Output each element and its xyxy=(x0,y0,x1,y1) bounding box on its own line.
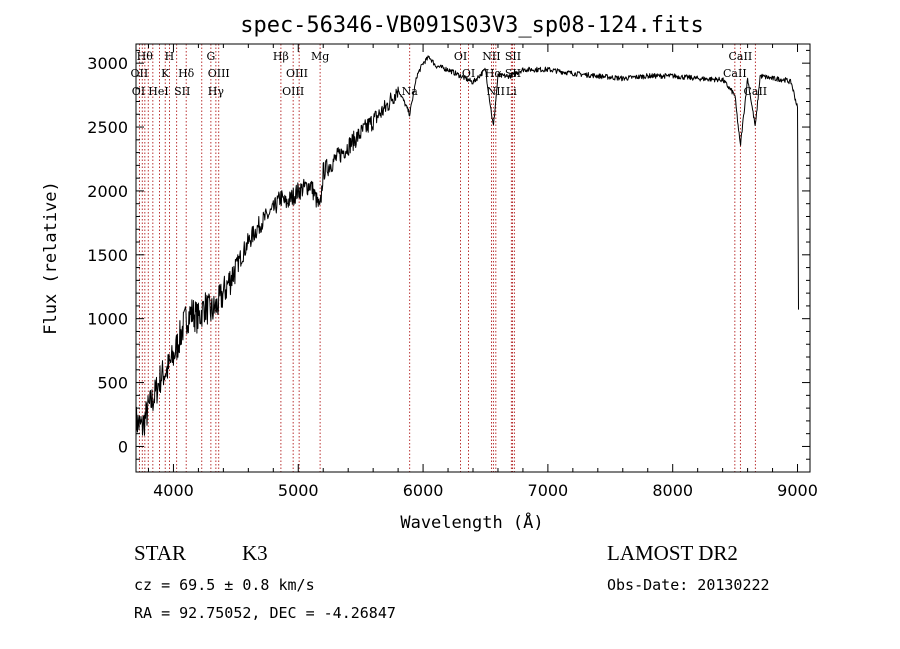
line-label-16: SII xyxy=(505,67,521,80)
x-tick-label-8000: 8000 xyxy=(652,481,693,500)
y-tick-label-2500: 2500 xyxy=(87,118,128,137)
line-label-11: Hδ xyxy=(178,67,195,80)
series-layer xyxy=(135,55,799,438)
coordinates: RA = 92.75052, DEC = -4.26847 xyxy=(134,604,396,622)
line-label-19: HeI xyxy=(148,85,168,98)
line-label-18: OI xyxy=(132,85,145,98)
x-axis-label: Wavelength (Å) xyxy=(400,511,543,533)
chart-title: spec-56346-VB091S03V3_sp08-124.fits xyxy=(240,13,704,38)
x-axis-ticks: 4000 5000 6000 7000 8000 9000 xyxy=(147,44,818,500)
survey-name: LAMOST DR2 xyxy=(607,541,738,565)
y-axis-label: Flux (relative) xyxy=(41,181,61,335)
line-label-24: NII xyxy=(487,85,505,98)
object-class: STAR xyxy=(134,541,186,565)
line-label-0: Hθ xyxy=(137,50,154,63)
x-tick-label-9000: 9000 xyxy=(777,481,818,500)
line-label-9: OII xyxy=(131,67,149,80)
line-label-23: Na xyxy=(402,85,419,98)
y-tick-label-500: 500 xyxy=(97,374,128,393)
line-label-20: SII xyxy=(174,85,190,98)
x-tick-label-6000: 6000 xyxy=(403,481,444,500)
x-tick-label-7000: 7000 xyxy=(528,481,569,500)
line-label-2: G xyxy=(206,50,215,63)
y-axis-ticks: 0 500 1000 1500 2000 2500 3000 xyxy=(87,49,810,460)
y-tick-label-1500: 1500 xyxy=(87,246,128,265)
line-label-15: Hα xyxy=(485,67,503,80)
redshift-value: cz = 69.5 ± 0.8 km/s xyxy=(134,576,315,594)
y-tick-label-3000: 3000 xyxy=(87,54,128,73)
line-label-4: Mg xyxy=(311,50,329,63)
line-label-6: NII xyxy=(482,50,500,63)
x-tick-label-5000: 5000 xyxy=(278,481,319,500)
y-tick-label-0: 0 xyxy=(118,437,128,456)
line-label-1: H xyxy=(165,50,175,63)
line-label-22: OIII xyxy=(282,85,304,98)
obs-date: Obs-Date: 20130222 xyxy=(607,576,770,594)
line-label-21: Hγ xyxy=(208,85,225,98)
line-markers xyxy=(138,44,756,472)
line-label-13: OIII xyxy=(286,67,308,80)
line-label-8: CaII xyxy=(729,50,753,63)
y-tick-label-2000: 2000 xyxy=(87,182,128,201)
line-label-7: SII xyxy=(505,50,521,63)
line-label-10: K xyxy=(161,67,170,80)
line-label-26: CaII xyxy=(743,85,767,98)
line-label-17: CaII xyxy=(723,67,747,80)
line-label-5: OI xyxy=(454,50,467,63)
object-subclass: K3 xyxy=(242,541,268,565)
line-label-25: Li xyxy=(506,85,517,98)
line-label-14: OI xyxy=(462,67,475,80)
x-tick-label-4000: 4000 xyxy=(153,481,194,500)
y-tick-label-1000: 1000 xyxy=(87,310,128,329)
spectrum-line xyxy=(135,55,799,438)
line-label-12: OIII xyxy=(208,67,230,80)
line-label-3: Hβ xyxy=(273,50,289,63)
